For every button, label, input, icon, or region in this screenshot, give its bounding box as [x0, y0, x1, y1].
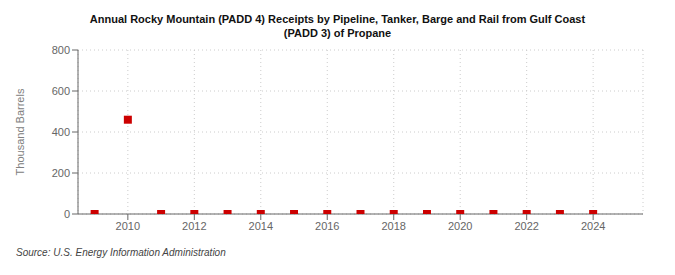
svg-text:2014: 2014: [249, 220, 273, 232]
svg-text:600: 600: [52, 85, 70, 97]
svg-text:0: 0: [64, 208, 70, 220]
html-text:Source: U.S. Energy Informatio: Source: U.S. Energy Information Administ…: [16, 247, 226, 258]
svg-text:Thousand Barrels: Thousand Barrels: [14, 88, 26, 175]
svg-text:2012: 2012: [182, 220, 206, 232]
svg-text:2020: 2020: [448, 220, 472, 232]
svg-text:2018: 2018: [381, 220, 405, 232]
html-text:(PADD 3) of Propane: (PADD 3) of Propane: [283, 27, 392, 39]
html-text:Annual Rocky Mountain (PADD 4): Annual Rocky Mountain (PADD 4) Receipts …: [89, 13, 586, 25]
svg-text:2010: 2010: [116, 220, 140, 232]
svg-text:2016: 2016: [315, 220, 339, 232]
svg-text:200: 200: [52, 167, 70, 179]
svg-text:800: 800: [52, 44, 70, 56]
svg-text:400: 400: [52, 126, 70, 138]
svg-text:2022: 2022: [514, 220, 538, 232]
svg-text:2024: 2024: [581, 220, 605, 232]
